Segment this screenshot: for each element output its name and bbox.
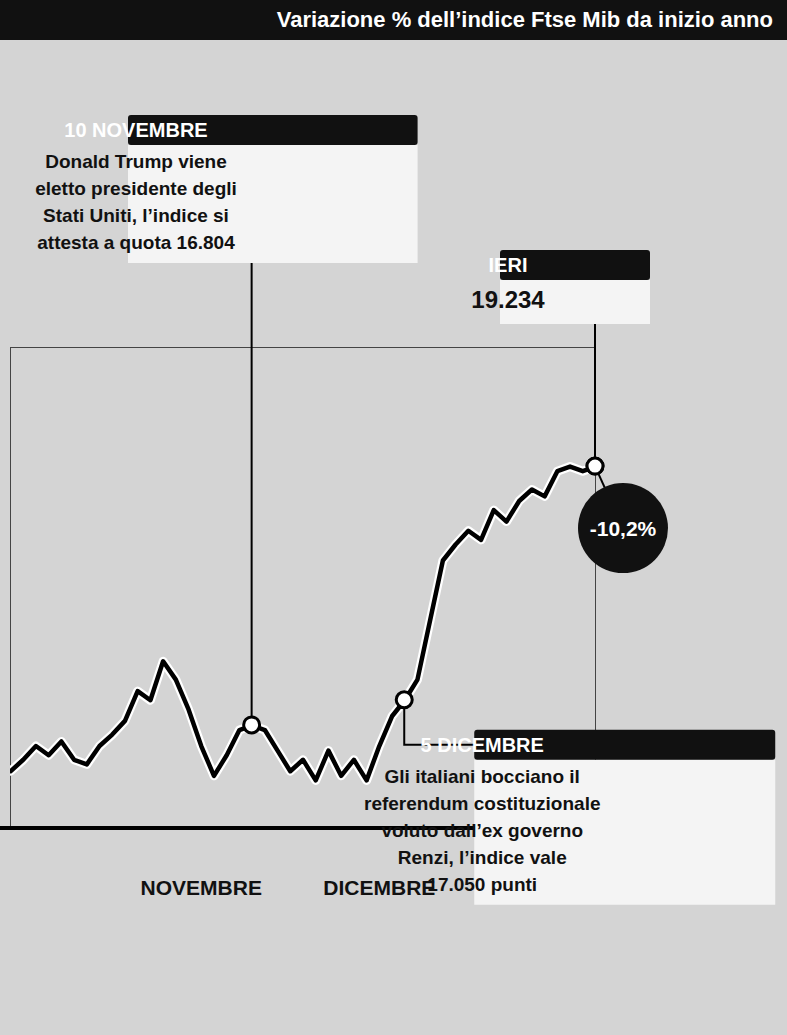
svg-text:referendum costituzionale: referendum costituzionale — [364, 793, 601, 814]
svg-text:voluto dall’ex governo: voluto dall’ex governo — [381, 820, 583, 841]
svg-text:17.050 punti: 17.050 punti — [427, 874, 537, 895]
svg-text:eletto presidente degli: eletto presidente degli — [35, 178, 237, 199]
html-text:Variazione % dell’indice Ftse: Variazione % dell’indice Ftse Mib da ini… — [276, 7, 773, 32]
svg-text:Stati Uniti, l’indice si: Stati Uniti, l’indice si — [43, 205, 229, 226]
svg-text:Gli italiani bocciano il: Gli italiani bocciano il — [385, 766, 580, 787]
svg-text:NOVEMBRE: NOVEMBRE — [141, 876, 262, 899]
svg-text:Renzi, l’indice vale: Renzi, l’indice vale — [398, 847, 567, 868]
svg-text:10 NOVEMBRE: 10 NOVEMBRE — [64, 119, 207, 141]
svg-text:IERI: IERI — [489, 254, 528, 276]
svg-text:attesta a quota 16.804: attesta a quota 16.804 — [37, 232, 235, 253]
svg-text:Donald Trump viene: Donald Trump viene — [45, 151, 227, 172]
svg-text:DICEMBRE: DICEMBRE — [323, 876, 435, 899]
svg-text:-10,2%: -10,2% — [590, 517, 657, 540]
svg-text:5 DICEMBRE: 5 DICEMBRE — [421, 734, 544, 756]
svg-text:19.234: 19.234 — [471, 286, 545, 313]
